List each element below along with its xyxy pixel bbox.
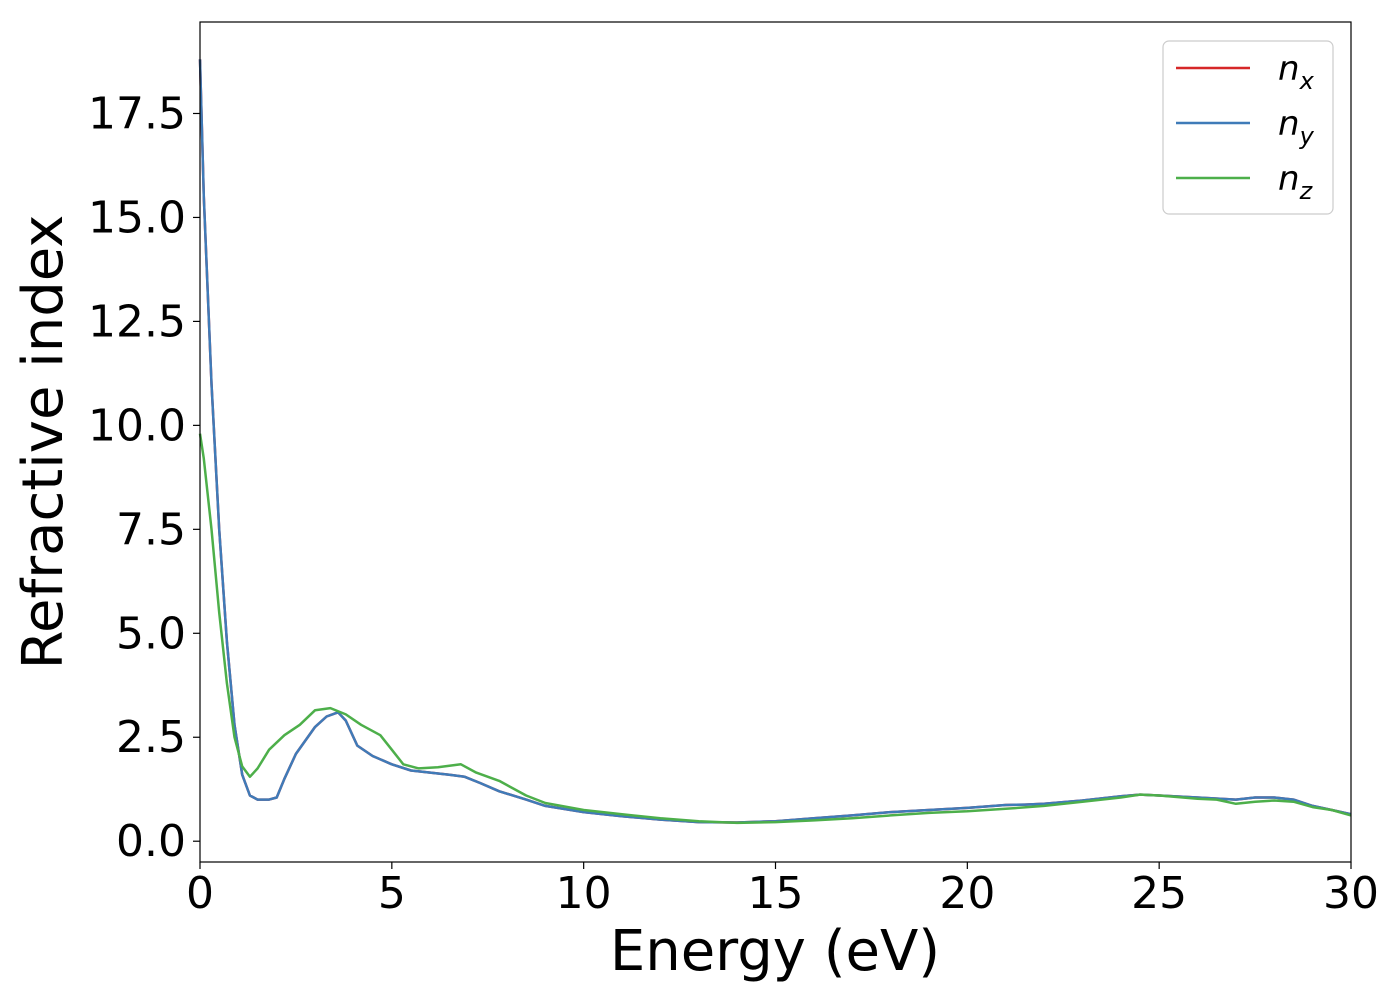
x-tick-label: 15 (748, 868, 804, 919)
y-tick-label: 15.0 (88, 192, 186, 243)
y-tick-label: 12.5 (88, 296, 186, 347)
y-tick-label: 7.5 (116, 504, 186, 555)
x-tick-label: 10 (556, 868, 612, 919)
x-tick-label: 25 (1131, 868, 1187, 919)
legend-label-z: nz (1278, 159, 1314, 205)
y-tick-label: 17.5 (88, 88, 186, 139)
y-tick-label: 0.0 (116, 816, 186, 867)
y-axis-ticks: 0.0 2.5 5.0 7.5 10.0 12.5 15.0 17.5 (88, 88, 200, 867)
legend-frame (1162, 40, 1334, 215)
legend-label-y: ny (1278, 104, 1315, 150)
y-tick-label: 5.0 (116, 608, 186, 659)
series-lines (198, 59, 1352, 825)
x-tick-label: 0 (186, 868, 214, 919)
y-tick-label: 10.0 (88, 400, 186, 451)
legend: nx ny nz (1162, 40, 1334, 215)
y-axis-label: Refractive index (11, 215, 76, 670)
x-tick-label: 20 (939, 868, 995, 919)
series-line-3 (198, 433, 1352, 825)
legend-label-x: nx (1278, 49, 1315, 95)
x-axis-ticks: 0 5 10 15 20 25 30 (186, 862, 1379, 919)
x-tick-label: 5 (378, 868, 406, 919)
y-tick-label: 2.5 (116, 712, 186, 763)
x-tick-label: 30 (1323, 868, 1379, 919)
x-axis-label: Energy (eV) (610, 919, 940, 984)
